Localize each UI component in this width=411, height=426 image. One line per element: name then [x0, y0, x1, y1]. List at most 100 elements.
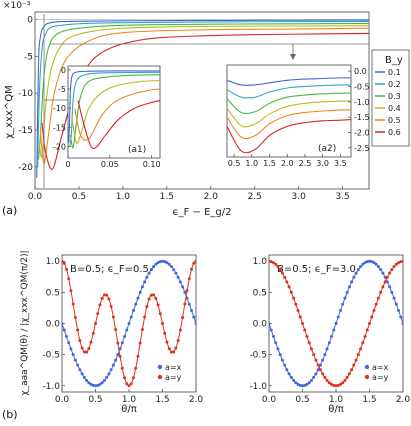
x-tick-label: 2.5 [299, 159, 312, 168]
series-point-a=y [176, 339, 180, 343]
series-point-a=x [312, 375, 316, 379]
series-point-a=x [183, 290, 187, 294]
series-point-a=y [154, 296, 158, 300]
series-point-a=y [76, 328, 80, 332]
series-point-a=y [190, 267, 194, 271]
series-point-a=x [190, 309, 194, 313]
series-point-a=x [327, 341, 331, 345]
series-point-a=y [274, 262, 278, 266]
x-tick-label: 1.0 [245, 159, 258, 168]
panel-b-right-xlabel: θ/π [328, 404, 344, 415]
series-point-a=y [271, 261, 275, 265]
series-point-a=x [385, 280, 389, 284]
series-point-a=y [372, 309, 376, 313]
series-point-a=y [359, 347, 363, 351]
series-point-a=x [274, 341, 278, 345]
legend-label-0.4: 0.4 [388, 104, 401, 113]
series-point-a=y [161, 322, 164, 325]
panel-b-right-annotation: B=0.5; ϵ_F=3.0 [277, 264, 356, 275]
series-point-a=x [64, 334, 68, 338]
series-point-a=x [143, 280, 147, 284]
series-point-a=x [323, 353, 327, 357]
series-point-a=x [336, 315, 340, 319]
series-point-a=x [109, 368, 113, 372]
series-point-a=y [392, 265, 396, 269]
y-tick-label: 0 [61, 66, 66, 75]
series-point-a=y [165, 340, 169, 344]
legend-label-a=x: a=x [165, 363, 182, 372]
series-point-a=y [185, 289, 189, 293]
inset-a2: 0.5 1.0 1.5 2.0 2.5 3.0 3.5 0.0 -0.5 -1.0 -1.5 -2.0… [226, 64, 370, 168]
series-point-a=y [181, 316, 185, 320]
y-tick-label: -0.5 [354, 82, 370, 91]
series-point-a=x [399, 315, 403, 319]
series-point-a=x [397, 309, 401, 313]
series-point-a=y [62, 259, 64, 263]
series-line-By-0.5 [227, 109, 351, 140]
series-point-a=x [341, 302, 345, 306]
x-tick-label: 1.5 [362, 395, 376, 405]
legend-marker-a=x [157, 364, 163, 370]
series-line-By-0.3 [37, 22, 369, 160]
x-tick-label: 0.5 [88, 395, 102, 405]
series-point-a=x [363, 261, 367, 265]
series-point-a=y [350, 368, 354, 372]
series-point-a=y [345, 375, 349, 379]
series-point-a=x [269, 328, 273, 332]
panel-a-label: (a) [2, 204, 17, 217]
panel-b-left-xlabel: θ/π [121, 404, 137, 415]
series-point-a=x [154, 262, 158, 266]
series-point-a=x [305, 382, 309, 386]
series-point-a=x [67, 341, 71, 345]
series-point-a=x [163, 260, 167, 264]
series-point-a=x [152, 265, 156, 269]
inset-a1-lines [68, 70, 160, 149]
series-point-a=x [359, 265, 363, 269]
series-point-a=y [105, 293, 109, 297]
series-point-a=y [80, 346, 84, 350]
series-point-a=x [145, 275, 149, 279]
series-point-a=y [385, 275, 389, 279]
legend-label-a=y: a=y [165, 373, 182, 382]
series-point-a=x [69, 347, 73, 351]
series-point-a=y [91, 331, 95, 335]
series-point-a=y [379, 290, 383, 294]
series-point-a=y [394, 262, 398, 266]
series-line-By-0.2 [69, 71, 160, 147]
series-point-a=y [187, 277, 191, 281]
series-point-a=x [285, 368, 289, 372]
panel-a-multiplier: ×10⁻³ [3, 1, 31, 11]
series-line-By-0.2 [37, 20, 369, 167]
panel-b-left: χ_aaa^QM(θ) / |χ_xxx^QM(π/2)| θ/π (b) B=… [2, 250, 203, 421]
series-point-a=y [174, 346, 178, 350]
series-point-a=y [327, 381, 331, 385]
series-point-a=x [140, 285, 144, 289]
series-point-a=x [62, 322, 64, 325]
y-tick-label: -15 [53, 123, 66, 132]
series-point-a=x [76, 363, 80, 367]
series-line-By-0.5 [74, 88, 160, 141]
legend-marker-a=y [364, 374, 370, 380]
series-point-a=x [287, 372, 291, 376]
series-point-a=x [176, 275, 180, 279]
series-point-a=y [307, 341, 311, 345]
series-point-a=y [330, 382, 334, 386]
series-point-a=x [94, 384, 97, 388]
series-point-a=y [167, 347, 171, 351]
x-tick-label: 1.0 [329, 395, 344, 405]
series-point-a=x [114, 358, 118, 362]
series-point-a=y [183, 302, 187, 306]
series-point-a=y [325, 378, 329, 382]
series-point-a=y [138, 341, 142, 345]
series-point-a=x [401, 322, 403, 325]
series-point-a=y [318, 368, 322, 372]
y-tick-label: 0.0 [253, 320, 268, 330]
series-point-a=y [301, 322, 304, 325]
x-tick-label: 1.5 [263, 159, 276, 168]
series-point-a=y [94, 322, 97, 325]
series-point-a=x [71, 353, 75, 357]
series-point-a=y [294, 302, 298, 306]
series-point-a=x [352, 275, 356, 279]
x-tick-label: 1.5 [160, 192, 174, 202]
series-point-a=x [356, 268, 360, 272]
